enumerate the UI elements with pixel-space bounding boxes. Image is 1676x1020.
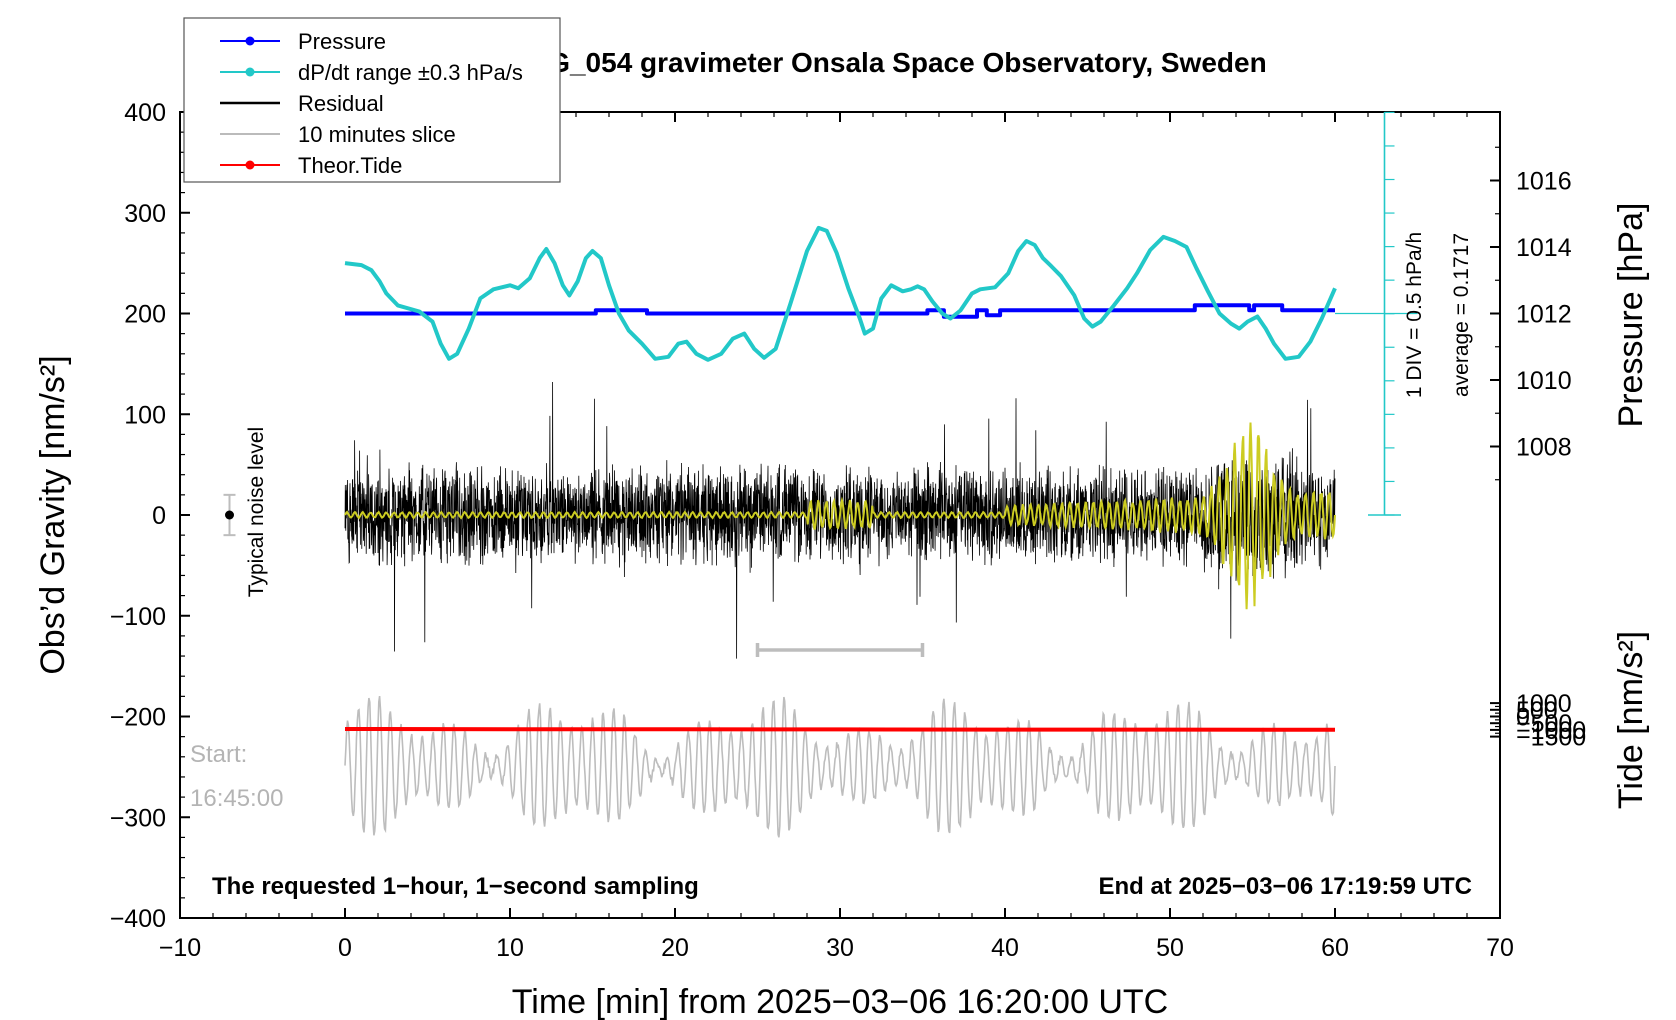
y-left-tick-label: 0 bbox=[152, 502, 166, 530]
y-left-tick-label: −300 bbox=[110, 804, 166, 832]
x-tick-label: 60 bbox=[1321, 934, 1349, 962]
series-layer bbox=[344, 225, 1337, 732]
legend-marker bbox=[245, 67, 255, 77]
x-tick-label: 30 bbox=[826, 934, 854, 962]
chart-title: SCG_054 gravimeter Onsala Space Observat… bbox=[509, 47, 1266, 78]
legend-label: 10 minutes slice bbox=[298, 122, 456, 147]
noise-bar-dot bbox=[225, 510, 234, 520]
legend-label: Residual bbox=[298, 91, 384, 116]
y-tide-tick-label: −1000 bbox=[1516, 717, 1586, 745]
legend-marker bbox=[245, 36, 255, 46]
y-left-tick-label: −200 bbox=[110, 704, 166, 732]
x-tick-label: 0 bbox=[338, 934, 352, 962]
y-tide-tick-label: −1500 bbox=[1516, 724, 1586, 752]
y-tide-tick-label: 0 bbox=[1516, 704, 1530, 732]
legend-box bbox=[183, 17, 561, 183]
y-left-tick-label: 300 bbox=[124, 200, 166, 228]
x-axis-ticks: −10 0 10 20 30 40 50 60 70 bbox=[159, 112, 1514, 962]
y-left-tick-label: −400 bbox=[110, 905, 166, 933]
slice-range-bracket bbox=[755, 643, 925, 658]
y-pressure-tick-label: 1012 bbox=[1516, 301, 1572, 329]
legend-label: Theor.Tide bbox=[298, 153, 402, 178]
div-label: 1 DIV = 0.5 hPa/h bbox=[1403, 232, 1426, 398]
y-left-tick-label: 400 bbox=[124, 99, 166, 127]
x-axis-title: Time [min] from 2025−03−06 16:20:00 UTC bbox=[512, 983, 1168, 1020]
tide-slice-series bbox=[344, 695, 1336, 838]
x-tick-label: 70 bbox=[1486, 934, 1514, 962]
average-label: average = 0.1717 bbox=[1450, 233, 1473, 397]
x-tick-label: 50 bbox=[1156, 934, 1184, 962]
y-pressure-tick-label: 1008 bbox=[1516, 433, 1572, 461]
y-left-axis-ticks: 400 300 200 100 0 −100 −200 −300 −400 bbox=[110, 99, 190, 933]
y-tide-axis-title: Tide [nm/s²] bbox=[1612, 631, 1650, 809]
start-label: Start: bbox=[190, 741, 247, 768]
y-pressure-axis-title: Pressure [hPa] bbox=[1612, 203, 1650, 428]
x-tick-label: 40 bbox=[991, 934, 1019, 962]
y-pressure-axis-ticks: 1016 1014 1012 1010 1008 bbox=[1490, 146, 1572, 481]
y-tide-tick-label: −500 bbox=[1516, 710, 1572, 738]
y-left-tick-label: 100 bbox=[124, 401, 166, 429]
noise-level-marker bbox=[223, 493, 236, 537]
y-left-axis-title: Obs’d Gravity [nm/s²] bbox=[34, 355, 72, 674]
legend: Pressure dP/dt range ±0.3 hPa/s Residual 10… bbox=[183, 17, 561, 183]
tide-line bbox=[344, 727, 1336, 732]
x-tick-label: −10 bbox=[159, 934, 201, 962]
legend-marker bbox=[245, 160, 255, 170]
legend-label: Pressure bbox=[298, 29, 386, 54]
bottom-left-note: The requested 1−hour, 1−second sampling bbox=[212, 873, 699, 900]
y-left-tick-label: 200 bbox=[124, 301, 166, 329]
y-left-tick-label: −100 bbox=[110, 603, 166, 631]
noise-level-label: Typical noise level bbox=[245, 427, 268, 597]
tide-slice-line bbox=[344, 695, 1336, 838]
legend-label: dP/dt range ±0.3 hPa/s bbox=[298, 60, 523, 85]
y-pressure-tick-label: 1010 bbox=[1516, 367, 1572, 395]
pressure-line bbox=[345, 303, 1335, 319]
residual-smoothed-series bbox=[344, 422, 1336, 610]
bottom-right-note: End at 2025−03−06 17:19:59 UTC bbox=[1098, 873, 1472, 900]
y-pressure-tick-label: 1016 bbox=[1516, 168, 1572, 196]
x-tick-label: 20 bbox=[661, 934, 689, 962]
x-tick-label: 10 bbox=[496, 934, 524, 962]
dpdt-line bbox=[344, 225, 1337, 362]
residual-smoothed-line bbox=[344, 422, 1336, 610]
dpdt-scale-bar bbox=[1335, 111, 1418, 516]
y-tide-tick-label: 1000 bbox=[1516, 690, 1572, 718]
start-time: 16:45:00 bbox=[190, 785, 283, 812]
y-pressure-tick-label: 1014 bbox=[1516, 234, 1572, 262]
y-tide-tick-label: 500 bbox=[1516, 697, 1558, 725]
